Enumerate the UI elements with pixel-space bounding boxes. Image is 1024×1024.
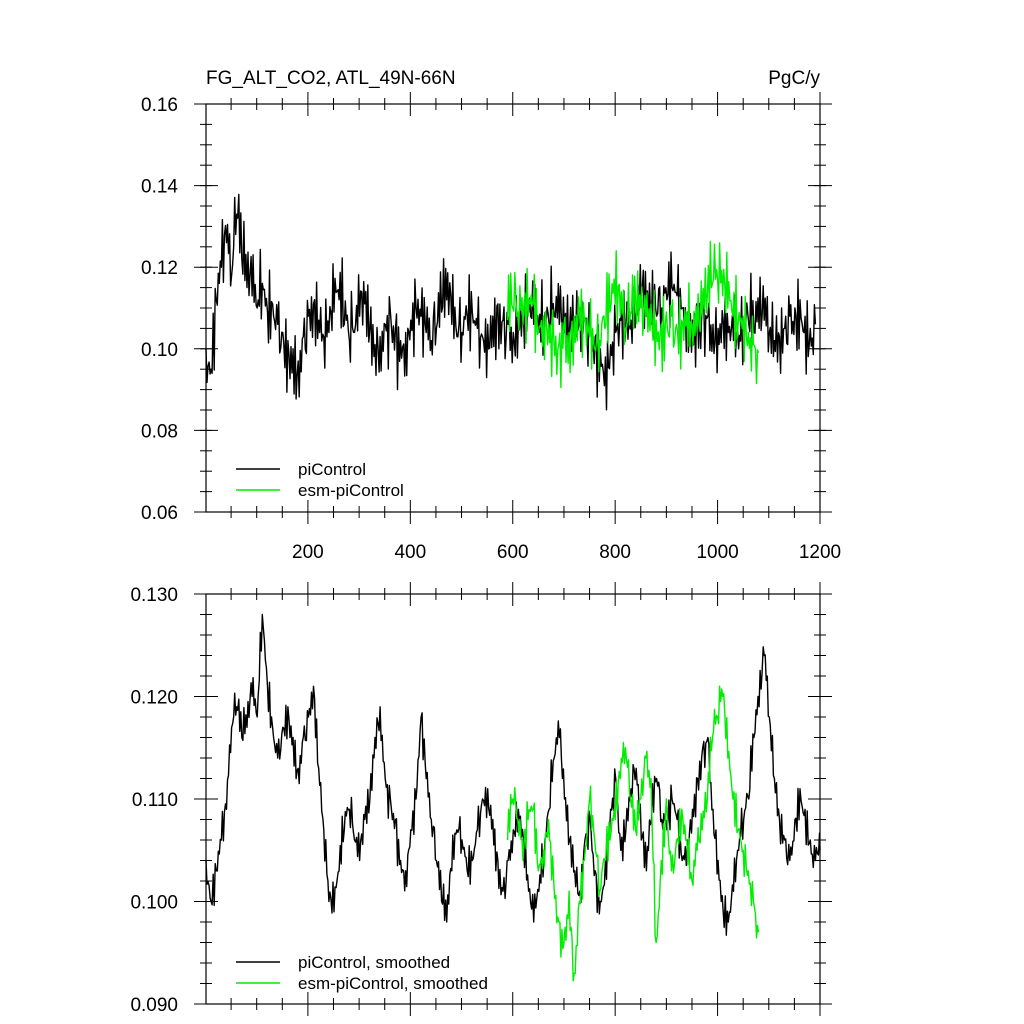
top-series-picontrol-line [205, 193, 817, 411]
top-legend-label-picontrol: piControl [298, 460, 366, 479]
top-x-tick-label: 1000 [696, 542, 738, 563]
top-x-tick-label: 800 [599, 542, 631, 563]
top-series-group [205, 193, 817, 411]
top-x-tick-label: 1200 [799, 542, 841, 563]
top-x-tick-label: 600 [497, 542, 529, 563]
bottom-y-tick-labels: 0.090 0.100 0.110 0.120 0.130 [130, 585, 178, 1016]
bottom-series-esm-picontrol-line [506, 685, 760, 982]
top-legend-label-esm-picontrol: esm-piControl [298, 481, 404, 500]
top-y-tick-labels: 0.06 0.08 0.10 0.12 0.14 0.16 [141, 95, 178, 524]
bottom-y-tick-label: 0.130 [130, 585, 178, 606]
top-series-esm-picontrol-line [506, 240, 760, 389]
bottom-series-group [205, 613, 821, 982]
bottom-series-picontrol-line [205, 613, 821, 936]
top-panel: FG_ALT_CO2, ATL_49N-66N PgC/y 0.060.080.… [141, 68, 841, 563]
bottom-y-tick-label: 0.110 [132, 790, 178, 811]
top-legend: piControl esm-piControl [236, 460, 404, 500]
bottom-plot-frame [205, 593, 821, 1005]
bottom-y-tick-label: 0.120 [130, 688, 178, 709]
top-y-tick-label: 0.10 [141, 340, 178, 361]
bottom-legend-label-esm-picontrol: esm-piControl, smoothed [298, 974, 488, 993]
bottom-panel: 0.090 0.100 0.110 0.120 0.130 piControl, smo… [130, 582, 832, 1016]
bottom-y-tick-label: 0.090 [130, 995, 178, 1016]
top-title-left: FG_ALT_CO2, ATL_49N-66N [206, 68, 456, 89]
bottom-y-tick-label: 0.100 [130, 893, 178, 914]
top-plot-frame [205, 103, 821, 513]
top-y-tick-label: 0.14 [141, 177, 178, 198]
top-x-tick-labels: 200 400 600 800 1000 1200 [292, 542, 841, 563]
top-y-tick-label: 0.08 [141, 421, 178, 442]
bottom-legend-label-picontrol: piControl, smoothed [298, 953, 450, 972]
top-y-tick-label: 0.16 [141, 95, 178, 116]
top-y-tick-label: 0.06 [141, 503, 178, 524]
top-x-tick-label: 200 [292, 542, 324, 563]
top-x-tick-label: 400 [394, 542, 426, 563]
bottom-legend: piControl, smoothed esm-piControl, smoot… [236, 953, 488, 993]
top-y-tick-label: 0.12 [141, 258, 178, 279]
top-title-right: PgC/y [768, 68, 820, 89]
